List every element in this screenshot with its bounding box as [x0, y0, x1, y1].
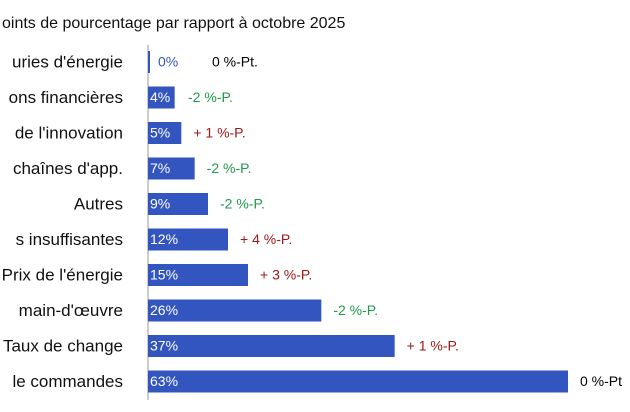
change-label: + 1 %-P. — [193, 125, 245, 141]
category-label: chaînes d'app. — [13, 159, 123, 178]
value-label: 4% — [150, 89, 170, 105]
change-label: -2 %-P. — [207, 160, 252, 176]
bar — [148, 157, 195, 180]
bar — [148, 299, 322, 322]
bar — [148, 264, 248, 286]
value-label: 63% — [150, 373, 178, 389]
bar — [148, 122, 182, 144]
change-label: -2 %-P. — [188, 89, 233, 105]
bar — [148, 51, 150, 73]
bar — [148, 335, 395, 357]
category-label: Prix de l'énergie — [2, 265, 123, 284]
bar — [148, 193, 208, 215]
value-label: 0% — [158, 54, 178, 70]
category-label: de l'innovation — [15, 123, 123, 142]
bar — [148, 228, 228, 251]
value-label: 37% — [150, 338, 178, 354]
value-label: 7% — [150, 160, 170, 176]
category-label: le commandes — [12, 372, 123, 391]
category-label: main-d'œuvre — [19, 301, 123, 320]
value-label: 9% — [150, 196, 170, 212]
category-label: ons financières — [9, 88, 123, 107]
category-label: s insuffisantes — [16, 230, 123, 249]
change-label: -2 %-P. — [220, 196, 265, 212]
chart-title: oints de pourcentage par rapport à octob… — [2, 15, 345, 32]
category-label: uries d'énergie — [12, 52, 123, 71]
change-label: + 1 %-P. — [407, 338, 459, 354]
change-label: 0 %-Pt — [580, 373, 622, 389]
value-label: 26% — [150, 302, 178, 318]
category-label: Taux de change — [3, 336, 123, 355]
value-label: 5% — [150, 125, 170, 141]
value-label: 12% — [150, 231, 178, 247]
category-label: Autres — [74, 194, 123, 213]
bar — [148, 86, 175, 109]
change-label: 0 %-Pt. — [212, 54, 258, 70]
value-label: 15% — [150, 267, 178, 283]
change-label: -2 %-P. — [333, 302, 378, 318]
change-label: + 3 %-P. — [260, 267, 312, 283]
bar — [148, 370, 568, 393]
change-label: + 4 %-P. — [240, 231, 292, 247]
